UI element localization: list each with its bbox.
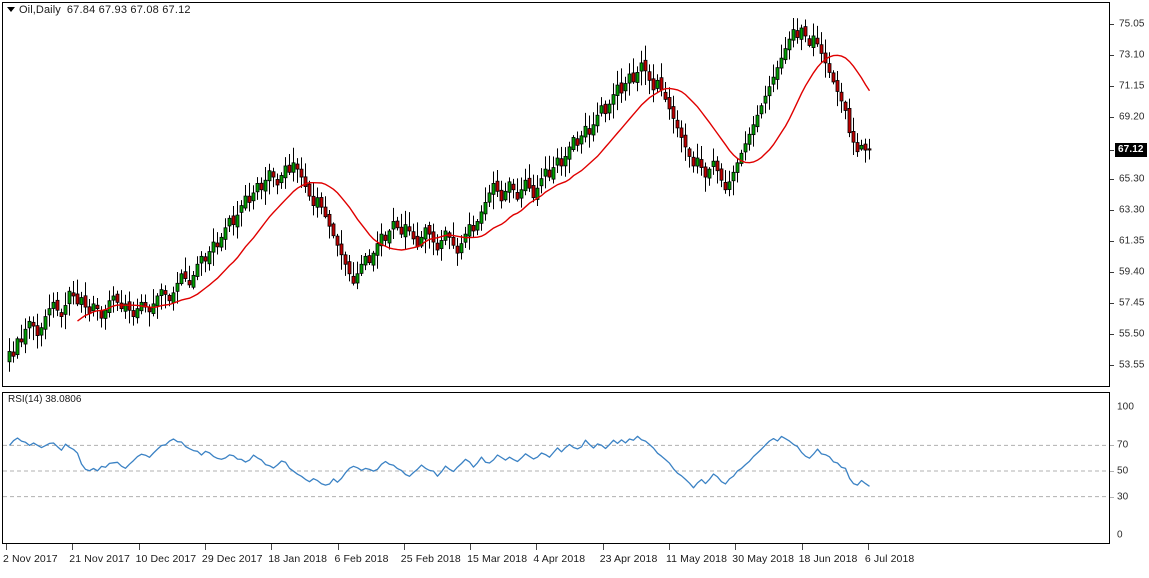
price-axis-tick <box>1110 241 1114 243</box>
price-axis-tick <box>1110 178 1114 180</box>
price-axis-tick <box>1110 303 1114 305</box>
price-axis-tick <box>1110 24 1114 26</box>
price-axis-label: 57.45 <box>1119 297 1145 309</box>
time-axis-label: 6 Feb 2018 <box>334 553 389 565</box>
time-axis-label: 10 Dec 2017 <box>135 553 197 565</box>
time-axis-tick <box>867 544 869 550</box>
price-axis-label: 73.10 <box>1119 49 1145 61</box>
time-axis-label: 6 Jul 2018 <box>864 553 915 565</box>
time-axis-tick <box>138 544 140 550</box>
rsi-axis-tick <box>1110 445 1114 447</box>
time-axis-tick <box>72 544 74 550</box>
price-axis-label: 61.35 <box>1119 235 1145 247</box>
price-axis-tick <box>1110 334 1114 336</box>
price-axis-tick <box>1110 54 1114 56</box>
time-axis-label: 15 Mar 2018 <box>467 553 528 565</box>
rsi-line-svg <box>3 435 1109 498</box>
time-axis-label: 23 Apr 2018 <box>599 553 658 565</box>
price-axis-label: 55.50 <box>1119 328 1145 340</box>
price-axis-label: 75.05 <box>1119 18 1145 30</box>
price-axis: 75.05 73.10 71.15 69.20 67.12 65.30 63.30 61.35… <box>1110 2 1149 387</box>
symbol-label: Oil,Daily <box>19 4 61 16</box>
time-axis-label: 25 Feb 2018 <box>400 553 461 565</box>
price-axis-label: 71.15 <box>1119 80 1145 92</box>
price-axis-tick <box>1110 364 1114 366</box>
price-axis-tick <box>1110 272 1114 274</box>
rsi-axis-label: 70 <box>1117 439 1129 451</box>
price-axis-label: 59.40 <box>1119 266 1145 278</box>
time-axis-tick <box>602 544 604 550</box>
time-axis: 2 Nov 2017 21 Nov 2017 10 Dec 2017 29 Dec 2… <box>2 544 1110 578</box>
current-price-label: 67.12 <box>1115 142 1147 157</box>
time-axis-label: 2 Nov 2017 <box>3 553 58 565</box>
price-axis-label: 69.20 <box>1119 111 1145 123</box>
rsi-axis-label: 50 <box>1117 465 1129 477</box>
rsi-axis-label: 0 <box>1117 529 1123 541</box>
price-candles-svg <box>7 18 872 372</box>
price-axis-tick <box>1110 210 1114 212</box>
time-axis-tick <box>403 544 405 550</box>
time-axis-tick <box>6 544 7 550</box>
time-axis-tick <box>204 544 206 550</box>
price-chart-panel[interactable]: Oil,Daily 67.84 67.93 67.08 67.12 <box>2 2 1110 387</box>
time-axis-label: 11 May 2018 <box>666 553 728 565</box>
time-axis-tick <box>271 544 273 550</box>
time-axis-tick <box>735 544 737 550</box>
rsi-axis-label: 100 <box>1117 401 1134 413</box>
price-axis-tick <box>1110 85 1114 87</box>
time-axis-tick <box>801 544 803 550</box>
price-axis-label: 63.30 <box>1119 204 1145 216</box>
time-axis-tick <box>669 544 670 550</box>
caret-down-icon[interactable] <box>7 6 15 12</box>
time-axis-label: 30 May 2018 <box>732 553 795 565</box>
time-axis-label: 18 Jun 2018 <box>798 553 858 565</box>
price-axis-label: 65.30 <box>1119 173 1145 185</box>
price-axis-tick <box>1110 116 1114 118</box>
rsi-label: RSI(14) 38.0806 <box>8 394 82 405</box>
time-axis-tick <box>536 544 538 550</box>
rsi-indicator-panel[interactable]: RSI(14) 38.0806 <box>2 392 1110 544</box>
rsi-axis-tick <box>1110 496 1114 498</box>
time-axis-label: 18 Jan 2018 <box>268 553 328 565</box>
time-axis-label: 29 Dec 2017 <box>201 553 263 565</box>
time-axis-tick <box>470 544 472 550</box>
price-axis-tick <box>1110 149 1114 151</box>
time-axis-label: 21 Nov 2017 <box>69 553 130 565</box>
price-chart-header: Oil,Daily 67.84 67.93 67.08 67.12 <box>7 4 191 16</box>
rsi-axis-tick <box>1110 471 1114 472</box>
time-axis-tick <box>337 544 339 550</box>
ohlc-values: 67.84 67.93 67.08 67.12 <box>66 4 191 16</box>
price-axis-label: 53.55 <box>1119 359 1145 371</box>
rsi-axis: 100 70 50 30 0 <box>1110 392 1149 544</box>
rsi-axis-label: 30 <box>1117 491 1129 503</box>
time-axis-label: 4 Apr 2018 <box>533 553 586 565</box>
